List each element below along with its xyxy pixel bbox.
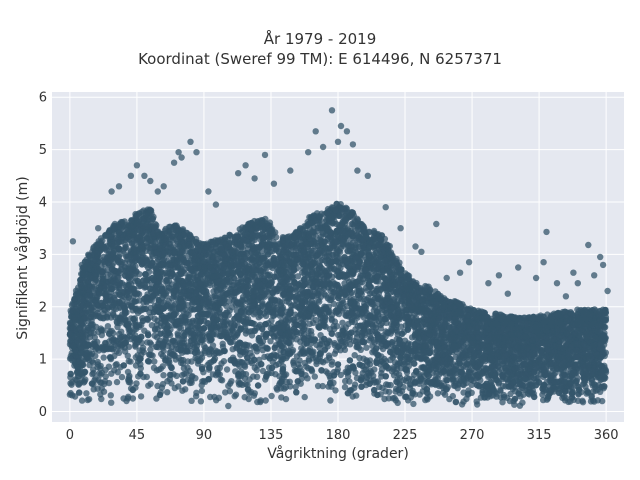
data-point <box>91 334 99 341</box>
data-point <box>311 373 318 380</box>
data-point <box>351 352 358 359</box>
data-point <box>579 399 587 406</box>
data-point <box>83 390 90 397</box>
data-point <box>113 378 121 386</box>
data-point <box>460 389 467 396</box>
data-point <box>147 346 154 353</box>
data-point <box>294 273 302 280</box>
data-point <box>100 354 107 361</box>
data-point <box>164 378 171 385</box>
data-point <box>207 393 214 401</box>
data-point <box>230 275 238 282</box>
data-point <box>108 399 115 406</box>
data-point <box>292 383 299 391</box>
data-point <box>370 227 378 235</box>
data-point <box>319 382 326 390</box>
data-point <box>264 345 271 352</box>
data-point <box>188 397 195 404</box>
data-points <box>66 107 611 410</box>
data-point <box>385 388 393 396</box>
data-point <box>390 372 398 379</box>
data-point <box>422 396 429 404</box>
data-point <box>339 319 346 326</box>
data-point <box>198 387 206 395</box>
data-point <box>160 372 167 379</box>
data-point <box>268 369 275 377</box>
data-point <box>121 348 129 355</box>
data-point <box>78 397 86 404</box>
data-point <box>369 323 377 331</box>
data-point <box>232 391 240 398</box>
data-point <box>327 397 334 404</box>
data-point <box>394 399 401 407</box>
data-point <box>157 389 164 396</box>
data-point <box>278 394 285 401</box>
data-point <box>259 367 267 375</box>
chart-subtitle: Koordinat (Sweref 99 TM): E 614496, N 62… <box>138 50 502 68</box>
data-point <box>124 368 132 376</box>
data-point <box>349 393 356 400</box>
data-point <box>85 396 93 403</box>
chart-title: År 1979 - 2019 <box>263 30 377 48</box>
data-point <box>241 375 248 382</box>
data-point <box>373 344 380 352</box>
data-point <box>218 377 226 384</box>
data-point <box>463 395 470 402</box>
data-point <box>434 390 442 397</box>
data-point <box>104 323 112 330</box>
data-point <box>341 383 349 391</box>
